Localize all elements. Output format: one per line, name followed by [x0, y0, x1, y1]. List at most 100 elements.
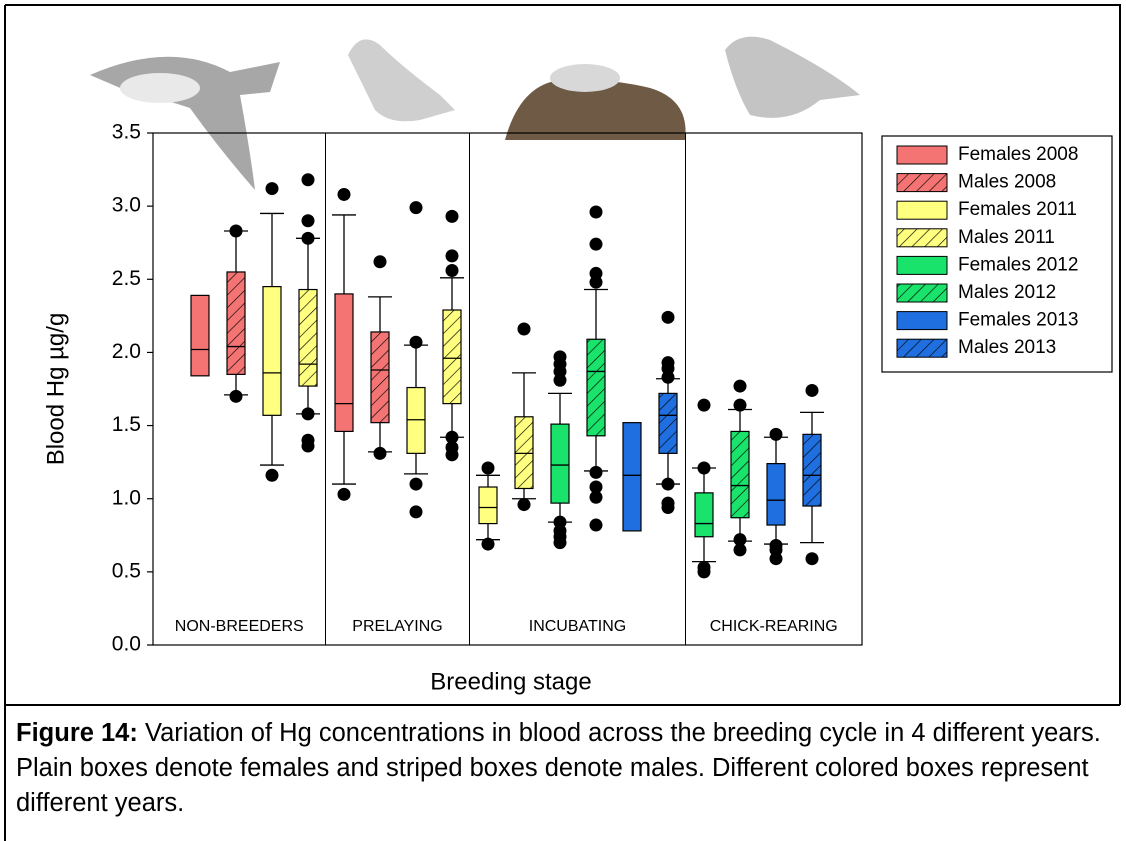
- outlier: [589, 490, 603, 504]
- outlier: [589, 266, 603, 280]
- outlier: [733, 543, 747, 557]
- box-group: [332, 187, 356, 501]
- outlier: [445, 249, 459, 263]
- y-tick-label: 1.5: [112, 413, 141, 436]
- outlier: [661, 356, 675, 370]
- outlier: [805, 383, 819, 397]
- outlier: [229, 389, 243, 403]
- legend-label: Females 2012: [958, 254, 1078, 275]
- outlier: [409, 201, 423, 215]
- box-group: [692, 398, 716, 579]
- outlier: [301, 173, 315, 187]
- outlier: [733, 398, 747, 412]
- legend-label: Males 2011: [958, 227, 1055, 248]
- group-label: CHICK-REARING: [710, 618, 838, 635]
- outlier: [697, 560, 711, 574]
- y-tick-label: 2.5: [112, 267, 141, 290]
- box: [370, 331, 390, 424]
- outlier: [661, 310, 675, 324]
- box: [730, 430, 750, 519]
- outlier: [301, 214, 315, 228]
- box: [262, 286, 282, 416]
- legend-label: Males 2008: [958, 172, 1056, 193]
- box: [334, 293, 354, 433]
- outlier: [769, 427, 783, 441]
- legend-swatch: [896, 173, 948, 193]
- outlier: [661, 496, 675, 510]
- box: [550, 423, 570, 504]
- legend-label: Males 2013: [958, 337, 1056, 358]
- outlier: [589, 465, 603, 479]
- outlier: [697, 461, 711, 475]
- outlier: [301, 433, 315, 447]
- caption-label: Figure 14:: [16, 719, 138, 747]
- legend-swatch: [896, 255, 948, 275]
- legend-swatch: [896, 145, 948, 165]
- box: [406, 386, 426, 454]
- outlier: [517, 322, 531, 336]
- group-label: INCUBATING: [529, 618, 626, 635]
- box-group: [476, 461, 500, 551]
- outlier: [373, 255, 387, 269]
- legend-label: Males 2012: [958, 282, 1056, 303]
- outlier: [769, 539, 783, 553]
- outlier: [553, 350, 567, 364]
- box-group: [764, 427, 788, 566]
- box-group: [622, 422, 642, 532]
- outlier: [445, 430, 459, 444]
- plot: NON-BREEDERS PRELAYING INCUBATING CHICK-REA…: [175, 133, 838, 645]
- box: [658, 392, 678, 454]
- box: [226, 271, 246, 375]
- y-axis-label: Blood Hg µg/g: [42, 313, 69, 466]
- box: [298, 288, 318, 387]
- legend-label: Females 2011: [958, 199, 1077, 220]
- box: [622, 422, 642, 532]
- caption-text: Variation of Hg concentrations in blood …: [16, 719, 1101, 817]
- legend-swatch: [896, 283, 948, 303]
- box-group: [296, 173, 320, 453]
- outlier: [589, 205, 603, 219]
- box: [694, 492, 714, 538]
- group-label: NON-BREEDERS: [175, 618, 304, 635]
- bird-illustrations: [90, 36, 860, 191]
- box-group: [800, 383, 824, 566]
- outlier: [733, 533, 747, 547]
- group-label: PRELAYING: [352, 618, 442, 635]
- y-tick-label: 1.0: [112, 486, 141, 509]
- outlier: [697, 398, 711, 412]
- outlier: [265, 182, 279, 196]
- box-group: [512, 322, 536, 512]
- outlier: [589, 480, 603, 494]
- outlier: [481, 537, 495, 551]
- outlier: [229, 224, 243, 238]
- x-axis-label: Breeding stage: [430, 668, 591, 695]
- outlier: [481, 461, 495, 475]
- box-group: [656, 310, 680, 514]
- box-group: [584, 205, 608, 532]
- outlier: [553, 515, 567, 529]
- outlier: [445, 441, 459, 455]
- box-group: [368, 255, 392, 460]
- legend-swatch: [896, 338, 948, 358]
- y-tick-label: 2.0: [112, 340, 141, 363]
- outlier: [733, 379, 747, 393]
- outlier: [445, 264, 459, 278]
- outlier: [265, 468, 279, 482]
- outlier: [409, 335, 423, 349]
- outlier: [589, 518, 603, 532]
- outlier: [517, 498, 531, 512]
- y-tick-label: 0.0: [112, 633, 141, 656]
- plot-area: [152, 132, 863, 646]
- frame: [4, 4, 1121, 841]
- legend-swatch: [896, 311, 948, 331]
- box: [514, 416, 534, 490]
- outlier: [301, 231, 315, 245]
- caption: Figure 14: Variation of Hg concentration…: [16, 716, 1116, 821]
- outlier: [661, 477, 675, 491]
- outlier: [409, 477, 423, 491]
- outlier: [337, 487, 351, 501]
- box-group: [260, 182, 284, 482]
- box: [478, 486, 498, 525]
